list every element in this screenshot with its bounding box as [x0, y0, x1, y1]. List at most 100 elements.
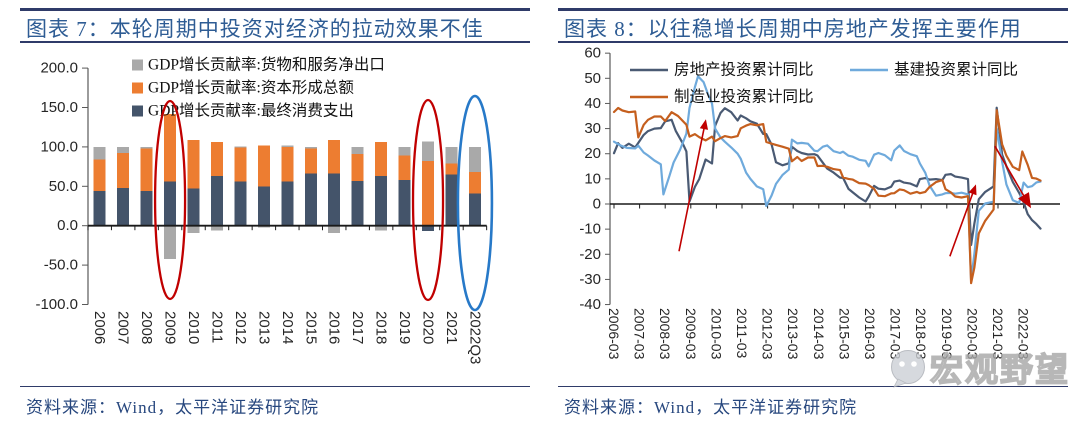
- y-axis-label: -30: [579, 271, 601, 288]
- x-axis-label: 2008: [138, 311, 155, 344]
- x-axis-label: 2016-03: [862, 308, 878, 360]
- annotation-arrow-head: [968, 184, 977, 196]
- bar-segment: [328, 225, 341, 233]
- annotation-arrow-shaft: [994, 145, 1028, 201]
- bar-segment: [210, 142, 223, 177]
- bar-segment: [117, 153, 130, 188]
- bar-segment: [164, 181, 177, 226]
- highlight-ellipse: [153, 99, 187, 301]
- bar-segment: [187, 225, 200, 233]
- bar-segment: [422, 161, 435, 226]
- x-axis-label: 2018-03: [913, 308, 929, 360]
- bar-segment: [445, 146, 458, 164]
- bar-segment: [422, 225, 435, 232]
- x-axis-label: 2010: [185, 311, 202, 344]
- bar-segment: [375, 176, 388, 226]
- y-axis-label: 0: [593, 196, 601, 213]
- x-axis-label: 2013-03: [785, 308, 801, 360]
- y-axis-label: -100.0: [35, 296, 78, 313]
- left-source-note: 资料来源：Wind，太平洋证券研究院: [26, 398, 320, 417]
- bar-segment: [281, 146, 294, 182]
- legend-swatch: [132, 59, 143, 71]
- y-axis-label: 150.0: [40, 99, 78, 116]
- footer-divider: [558, 386, 1068, 387]
- y-axis-label: 30: [584, 120, 601, 137]
- annotation-arrow-shaft: [949, 189, 975, 257]
- x-axis-label: 2007: [115, 311, 132, 344]
- x-axis-label: 2013: [255, 311, 272, 344]
- right-figure-panel: 图表 8：以往稳增长周期中房地产发挥主要作用 60 50 40 30 20 10 0 -10 -…: [558, 0, 1069, 422]
- bar-segment: [328, 139, 341, 174]
- x-axis-label: 2020-03: [964, 308, 980, 360]
- bar-segment: [93, 159, 106, 192]
- left-chart-title: 图表 7：本轮周期中投资对经济的拉动效果不佳: [26, 17, 484, 41]
- y-axis-label: 50: [584, 70, 601, 87]
- x-axis-label: 2018: [373, 311, 390, 344]
- y-axis-label: 20: [584, 145, 601, 162]
- bar-segment: [93, 146, 106, 160]
- top-divider: [558, 8, 1068, 11]
- investment-yoy-line-chart: 60 50 40 30 20 10 0 -10 -20 -30 -40 2006-03 2007-03 2…: [579, 45, 1060, 360]
- bar-segment: [375, 225, 388, 231]
- bar-segment: [398, 146, 411, 156]
- bar-segment: [257, 186, 270, 226]
- bar-segment: [210, 176, 223, 226]
- bar-segment: [140, 146, 153, 149]
- annotation-arrow-shaft: [678, 124, 706, 252]
- y-axis-label: 40: [584, 95, 601, 112]
- x-axis-label: 2017: [349, 311, 366, 344]
- x-axis-label: 2014-03: [811, 308, 827, 360]
- bar-segment: [304, 173, 317, 226]
- legend-label: 制造业投资累计同比: [674, 88, 814, 106]
- x-axis-label: 2009: [162, 311, 179, 344]
- bar-segment: [304, 146, 317, 149]
- y-axis-label: 60: [584, 45, 601, 62]
- bar-segment: [351, 180, 364, 226]
- x-axis-label: 2019-03: [939, 308, 955, 360]
- bar-segment: [351, 153, 364, 181]
- y-axis-label: 0.0: [57, 217, 78, 234]
- bar-segment: [234, 147, 247, 182]
- x-axis-label: 2022-03: [1016, 308, 1032, 360]
- legend-label: 基建投资累计同比: [894, 61, 1018, 79]
- x-axis-label: 2007-03: [632, 308, 648, 360]
- bar-segment: [445, 174, 458, 226]
- bar-segment: [304, 148, 317, 174]
- legend-label: GDP增长贡献率:最终消费支出: [148, 102, 354, 120]
- highlight-ellipse: [456, 94, 494, 312]
- x-axis-label: 2021: [443, 311, 460, 344]
- gdp-contribution-stacked-bar-chart: 200.0 150.0 100.0 50.0 0.0 -50.0 -100.0 2006 200…: [35, 56, 494, 364]
- y-axis-label: 50.0: [49, 178, 78, 195]
- bar-segment: [468, 193, 481, 226]
- highlight-ellipse: [411, 98, 445, 302]
- line-manufacturing: [612, 106, 1042, 285]
- bar-segment: [164, 113, 177, 182]
- bar-segment: [398, 155, 411, 180]
- y-axis-label: -40: [579, 296, 601, 313]
- x-axis-label: 2010-03: [708, 308, 724, 360]
- legend-label: GDP增长贡献率:货物和服务净出口: [148, 56, 385, 74]
- title-divider: [20, 41, 530, 43]
- legend-swatch: [132, 105, 143, 117]
- x-axis-label: 2020: [420, 311, 437, 344]
- left-figure-panel: 图表 7：本轮周期中投资对经济的拉动效果不佳 200.0 150.0 100.0 50…: [20, 0, 530, 422]
- bar-segment: [281, 181, 294, 226]
- y-axis-label: -10: [579, 221, 601, 238]
- annotation-arrow-head: [699, 119, 709, 130]
- x-axis-label: 2006-03: [606, 308, 622, 360]
- x-axis-label: 2019: [396, 311, 413, 344]
- x-axis-label: 2016: [326, 311, 343, 344]
- bar-segment: [187, 139, 200, 189]
- y-axis-label: 200.0: [40, 60, 78, 77]
- bar-segment: [140, 191, 153, 226]
- title-divider: [558, 41, 1068, 43]
- x-axis-label: 2012: [232, 311, 249, 344]
- bar-segment: [164, 225, 177, 259]
- x-axis-label: 2015-03: [836, 308, 852, 360]
- bar-segment: [187, 188, 200, 226]
- bar-segment: [422, 141, 435, 162]
- bar-segment: [93, 191, 106, 226]
- x-axis-label: 2009-03: [683, 308, 699, 360]
- legend-label: GDP增长贡献率:资本形成总额: [148, 79, 354, 97]
